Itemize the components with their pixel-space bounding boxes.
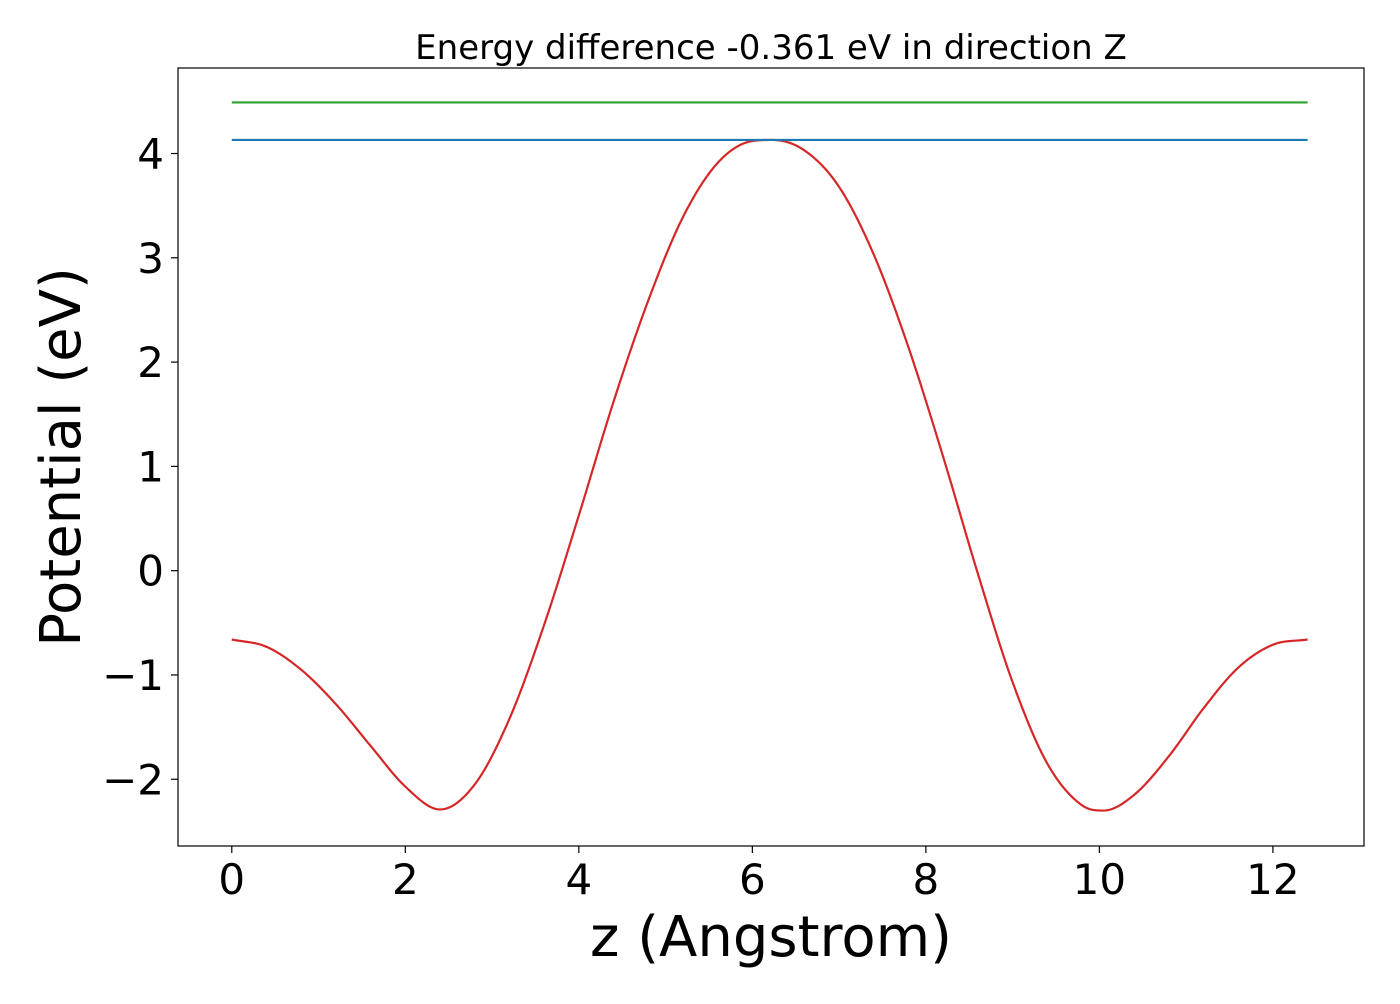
plot-frame: [177, 67, 1365, 847]
x-tick-label: 0: [218, 855, 245, 904]
y-tick-label: 3: [137, 234, 164, 283]
y-axis-label: Potential (eV): [29, 267, 94, 647]
chart-title: Energy difference -0.361 eV in direction…: [415, 28, 1127, 68]
x-tick-label: 10: [1073, 855, 1126, 904]
y-tick-label: 1: [137, 442, 164, 491]
x-axis-label: z (Angstrom): [590, 905, 952, 970]
x-tick-label: 8: [912, 855, 939, 904]
y-tick-label: 2: [137, 338, 164, 387]
x-tick-label: 6: [739, 855, 766, 904]
y-tick-label: 4: [137, 130, 164, 179]
x-tick-label: 12: [1246, 855, 1299, 904]
x-tick-label: 4: [565, 855, 592, 904]
series-layer: [231, 101, 1308, 812]
y-tick-label: 0: [137, 547, 164, 596]
x-tick-label: 2: [392, 855, 419, 904]
y-axis: −2 −1 0 1 2 3 4: [102, 130, 178, 804]
x-axis: 0 2 4 6 8 10 12: [218, 846, 1300, 904]
y-tick-label: −1: [102, 651, 164, 700]
potential-curve: [231, 138, 1308, 812]
y-tick-label: −2: [102, 755, 164, 804]
